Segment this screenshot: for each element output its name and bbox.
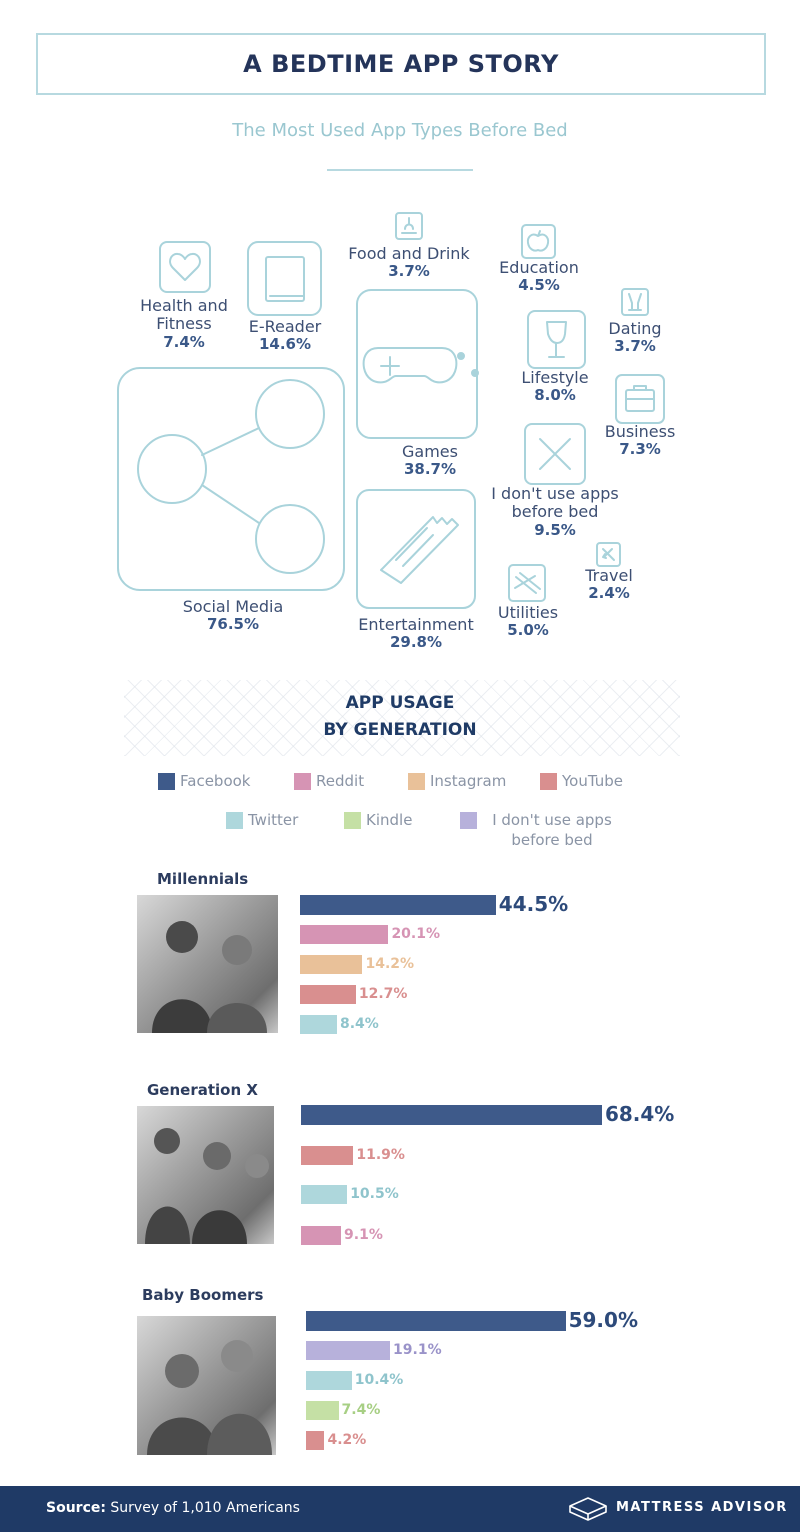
generation-title-boomers: Baby Boomers — [142, 1286, 264, 1304]
page-title: A BEDTIME APP STORY — [36, 33, 766, 95]
briefcase-icon — [615, 374, 665, 424]
bar-boomers-youtube — [306, 1431, 325, 1450]
footer-bar — [0, 1486, 800, 1532]
category-education: Education 4.5% — [499, 258, 579, 295]
bar-boomers-kindle — [306, 1401, 339, 1420]
bar-label: 10.5% — [350, 1186, 399, 1202]
bar-label: 11.9% — [356, 1147, 405, 1163]
bar-label: 14.2% — [365, 956, 415, 972]
gen-x-photo — [137, 1106, 274, 1244]
plane-icon — [596, 542, 621, 567]
category-food-drink: Food and Drink 3.7% — [348, 244, 470, 281]
bar-boomers-facebook — [306, 1311, 566, 1331]
bar-label: 59.0% — [568, 1308, 638, 1332]
bar-label: 44.5% — [498, 892, 569, 916]
section-pattern-band — [124, 680, 680, 756]
bar-millennials-twitter — [300, 1015, 337, 1034]
champagne-icon — [621, 288, 649, 316]
hanger-icon — [508, 564, 546, 602]
brand-name: MATTRESS ADVISOR — [616, 1500, 788, 1515]
category-entertainment: Entertainment 29.8% — [358, 615, 474, 652]
apple-icon — [521, 224, 556, 259]
bar-label: 4.2% — [327, 1432, 367, 1448]
bar-millennials-youtube — [300, 985, 356, 1004]
boomers-photo — [137, 1316, 276, 1455]
category-business: Business 7.3% — [604, 422, 676, 459]
generation-title-millennials: Millennials — [157, 870, 249, 888]
generation-title-gen-x: Generation X — [147, 1081, 258, 1099]
mattress-logo-icon — [569, 1497, 607, 1521]
bar-millennials-reddit — [300, 925, 389, 944]
people-silhouette — [145, 1128, 269, 1244]
bar-gen-x-reddit — [301, 1226, 342, 1245]
app-types-graphic — [117, 212, 665, 609]
gamepad-icon — [356, 289, 479, 439]
legend-swatch — [294, 773, 311, 790]
usage-section-title: APP USAGE BY GENERATION — [323, 693, 477, 741]
book-icon — [247, 241, 322, 316]
bar-boomers-twitter — [306, 1371, 352, 1390]
bar-millennials-instagram — [300, 955, 363, 974]
heart-icon — [159, 241, 211, 293]
legend-item-reddit: Reddit — [294, 772, 364, 792]
footer-source: Source: Survey of 1,010 Americans — [46, 1500, 300, 1516]
legend-swatch — [540, 773, 557, 790]
bar-label: 12.7% — [358, 986, 408, 1002]
legend-item-twitter: Twitter — [226, 811, 298, 831]
category-social-media: Social Media 76.5% — [182, 597, 284, 634]
bar-label: 7.4% — [341, 1402, 381, 1418]
legend-swatch — [460, 812, 477, 829]
category-e-reader: E-Reader 14.6% — [248, 317, 322, 354]
bar-label: 20.1% — [391, 926, 441, 942]
category-games: Games 38.7% — [402, 442, 458, 479]
category-utilities: Utilities 5.0% — [497, 603, 559, 640]
ticket-icon — [356, 489, 476, 609]
x-icon — [524, 423, 586, 485]
legend-swatch — [344, 812, 361, 829]
page-subtitle: The Most Used App Types Before Bed — [232, 120, 568, 141]
bar-label: 9.1% — [344, 1227, 383, 1243]
bar-label: 10.4% — [354, 1372, 404, 1388]
category-health-fitness: Health and Fitness 7.4% — [140, 296, 228, 351]
legend-item-kindle: Kindle — [344, 811, 412, 831]
wine-glass-icon — [527, 310, 586, 369]
legend-swatch — [158, 773, 175, 790]
bar-label: 68.4% — [604, 1102, 675, 1126]
bar-boomers-i-don-t-use-apps-before-bed — [306, 1341, 391, 1360]
bar-gen-x-twitter — [301, 1185, 348, 1204]
bar-millennials-facebook — [300, 895, 496, 915]
legend-item-instagram: Instagram — [408, 772, 506, 792]
people-silhouette — [152, 921, 267, 1033]
category-travel: Travel 2.4% — [585, 566, 633, 603]
legend-swatch — [226, 812, 243, 829]
bar-label: 8.4% — [339, 1016, 379, 1032]
millennials-photo — [137, 895, 278, 1033]
subtitle-divider — [327, 169, 473, 171]
bar-gen-x-youtube — [301, 1146, 354, 1165]
category-dating: Dating 3.7% — [608, 319, 662, 356]
bar-label: 19.1% — [393, 1342, 442, 1358]
food-icon — [395, 212, 423, 240]
legend-item-facebook: Facebook — [158, 772, 250, 792]
legend-swatch — [408, 773, 425, 790]
legend-item-no-apps: I don't use apps before bed — [460, 811, 622, 850]
legend-item-youtube: YouTube — [540, 772, 623, 792]
people-silhouette — [147, 1340, 272, 1455]
category-lifestyle: Lifestyle 8.0% — [521, 368, 589, 405]
bar-gen-x-facebook — [301, 1105, 602, 1125]
share-icon — [117, 367, 345, 591]
category-no-apps: I don't use apps before bed 9.5% — [491, 484, 619, 539]
